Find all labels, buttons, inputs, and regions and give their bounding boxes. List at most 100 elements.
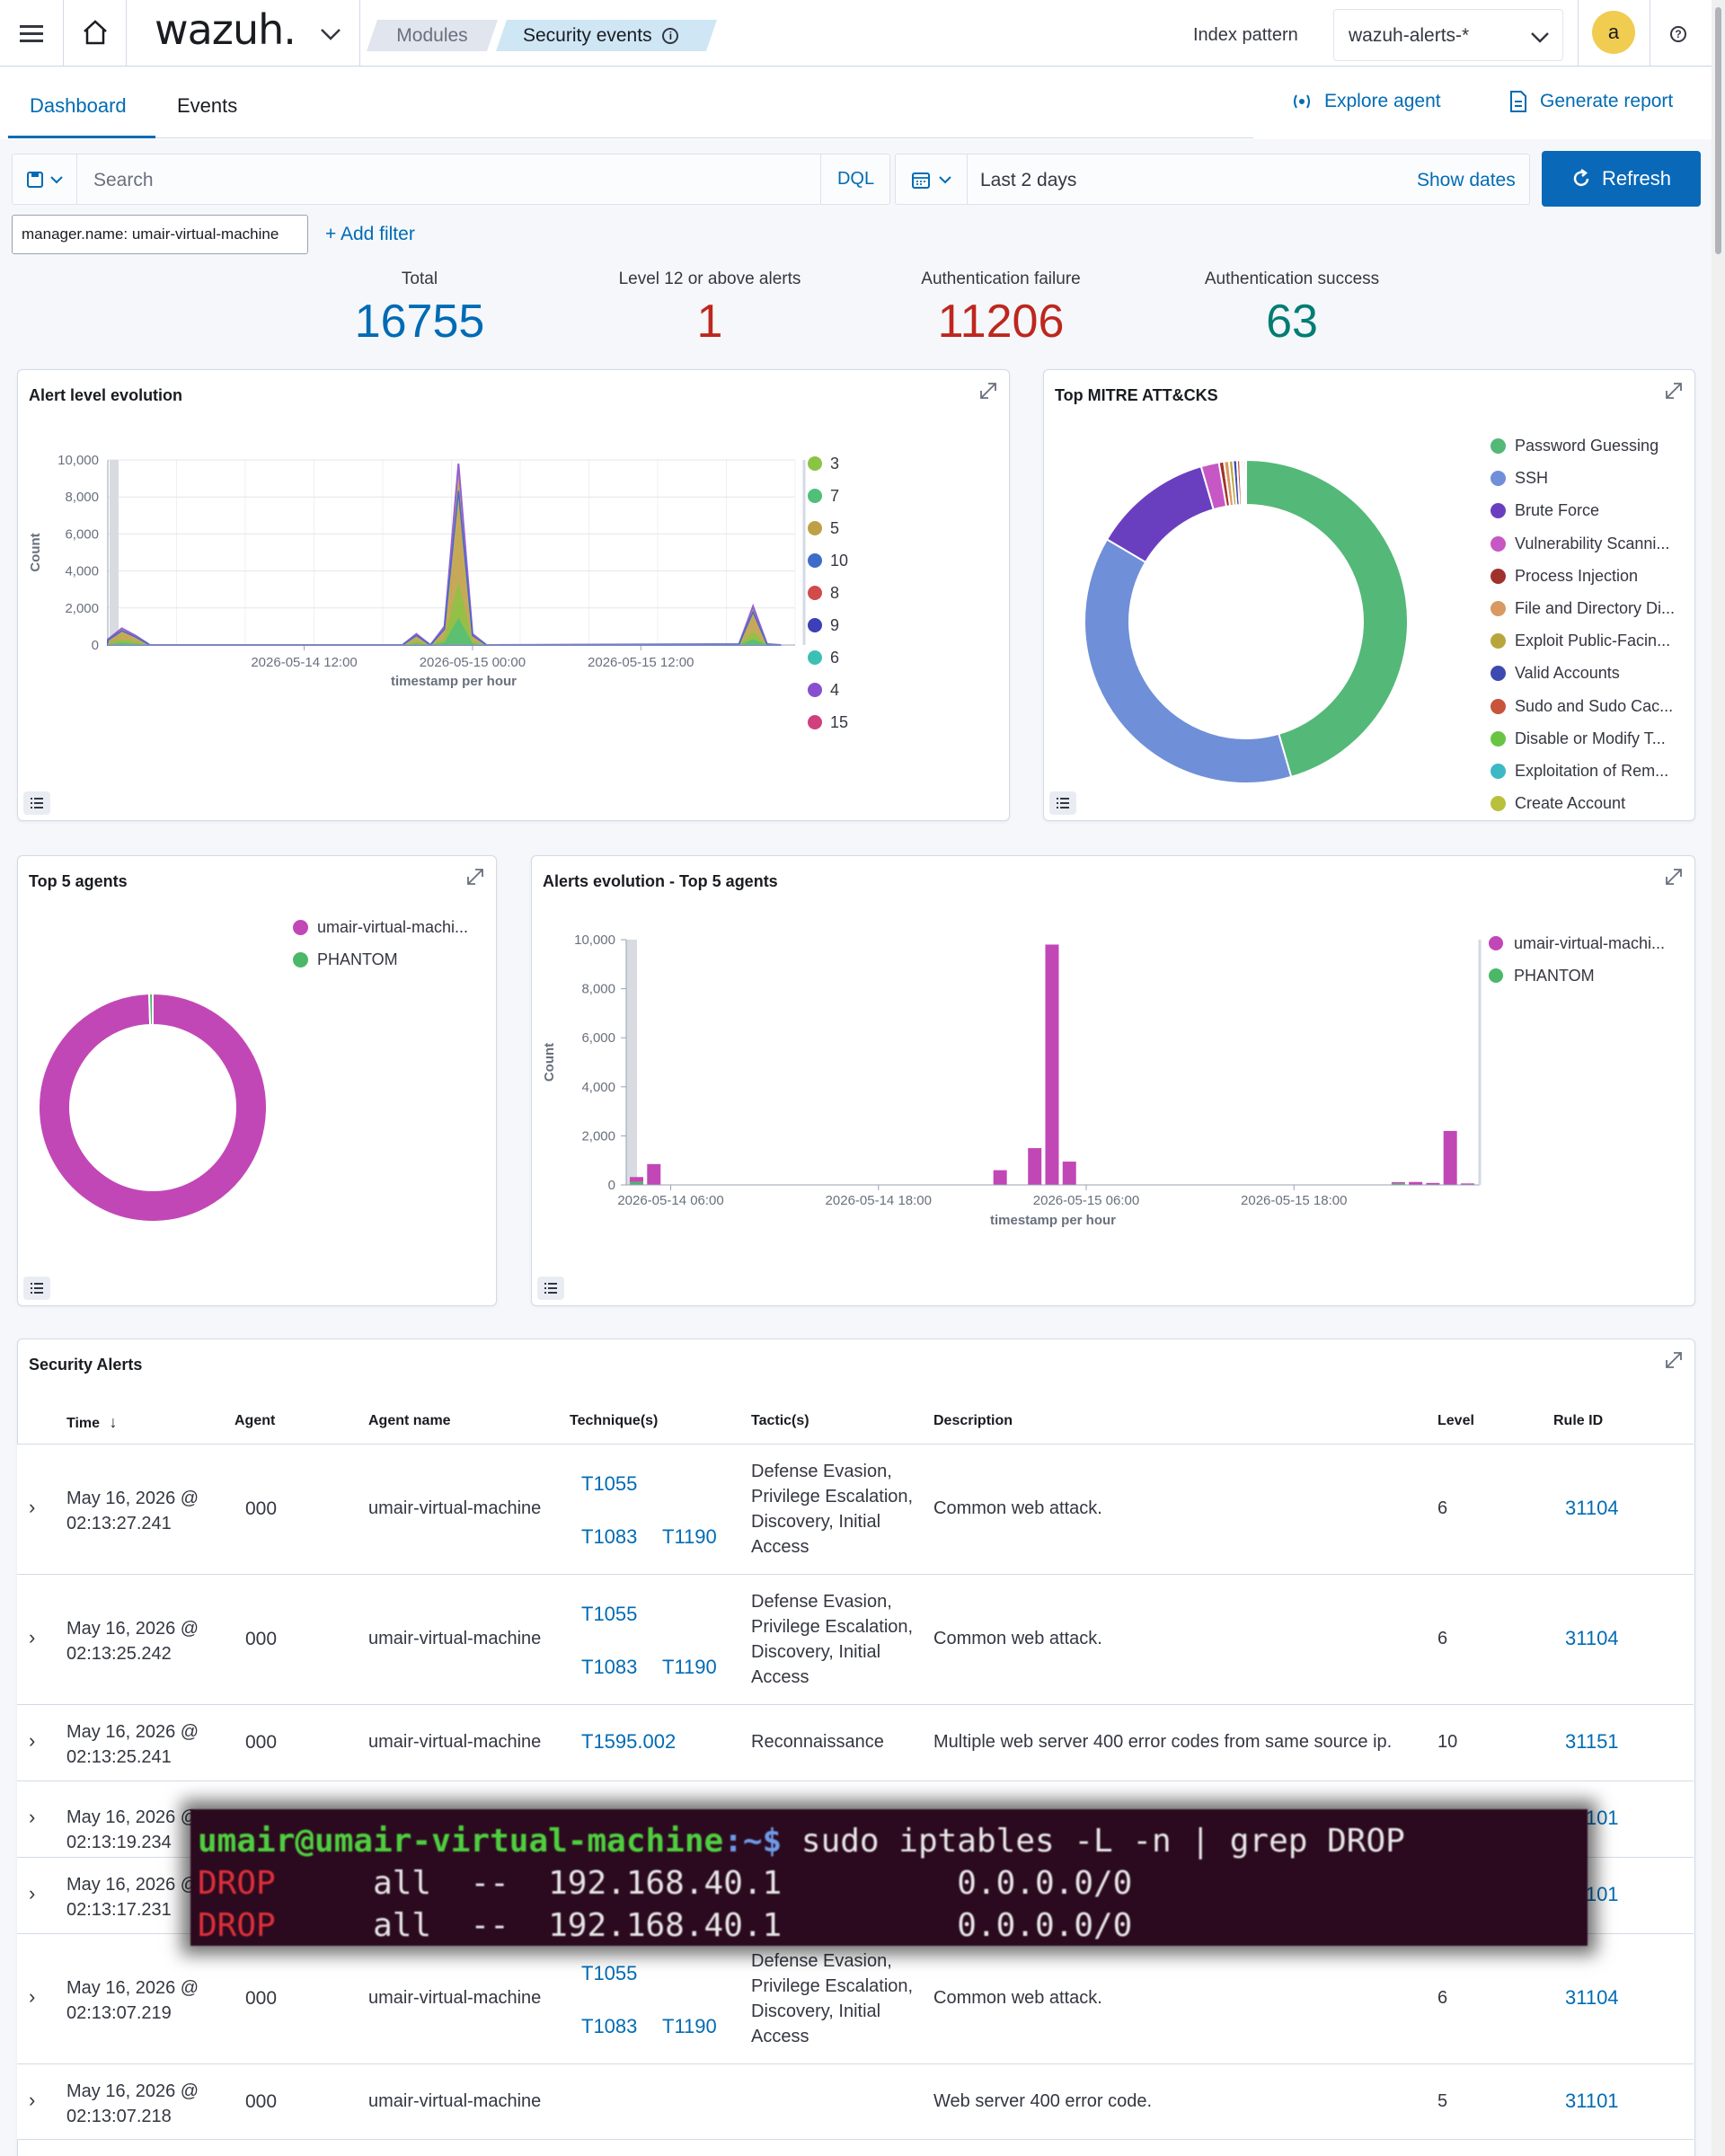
legend-item[interactable]: Exploit Public-Facin... xyxy=(1491,632,1686,650)
technique-link[interactable]: T1190 xyxy=(662,2015,717,2037)
table-row[interactable]: › May 16, 2026 @ 02:13:07.218 000 umair-v… xyxy=(17,2063,1694,2140)
logo-dropdown-button[interactable] xyxy=(314,18,347,50)
technique-link[interactable]: T1055 xyxy=(581,1603,638,1625)
refresh-button[interactable]: Refresh xyxy=(1542,151,1701,207)
tactic-line: Discovery, Initial xyxy=(751,1642,881,1662)
column-header-rule-id[interactable]: Rule ID xyxy=(1553,1413,1604,1428)
row-agent: 000 xyxy=(245,1988,278,2009)
time-clock: 02:13:07.219 xyxy=(66,2003,172,2023)
search-input[interactable]: Search xyxy=(93,170,154,190)
expand-icon[interactable] xyxy=(1664,867,1684,887)
menu-button[interactable] xyxy=(14,18,49,49)
legend-label: Valid Accounts xyxy=(1515,664,1620,683)
row-time: May 16, 2026 @ 02:13:27.241 xyxy=(66,1486,199,1536)
table-row[interactable]: › May 16, 2026 @ 02:13:27.241 000 umair-v… xyxy=(17,1444,1694,1574)
column-header-time[interactable]: Time ↓ xyxy=(66,1413,118,1432)
tab-dashboard[interactable]: Dashboard xyxy=(30,94,127,117)
terminal-command: sudo iptables -L -n | grep DROP xyxy=(782,1823,1405,1860)
chevron-down-icon xyxy=(938,175,951,183)
chevron-down-icon xyxy=(321,29,341,40)
legend-item[interactable]: Sudo and Sudo Cac... xyxy=(1491,697,1686,716)
page-scrollbar[interactable] xyxy=(1712,0,1725,2156)
legend-toggle-button[interactable] xyxy=(537,1277,564,1300)
help-button[interactable]: ? xyxy=(1666,22,1691,47)
technique-link[interactable]: T1083 xyxy=(581,1525,638,1548)
date-quick-menu-button[interactable] xyxy=(896,155,968,204)
legend-item[interactable]: File and Directory Di... xyxy=(1491,599,1686,618)
legend-item[interactable]: Vulnerability Scanni... xyxy=(1491,535,1686,553)
generate-report-button[interactable]: Generate report xyxy=(1509,91,1673,112)
breadcrumb-modules[interactable]: Modules xyxy=(367,20,498,51)
dql-button[interactable]: DQL xyxy=(820,155,890,204)
legend-toggle-button[interactable] xyxy=(1049,791,1076,815)
expand-icon[interactable] xyxy=(978,381,998,401)
filter-pill[interactable]: manager.name: umair-virtual-machine xyxy=(12,215,308,254)
column-header-agent[interactable]: Agent xyxy=(234,1413,276,1428)
table-row[interactable]: › May 16, 2026 @ 02:13:25.242 000 umair-v… xyxy=(17,1574,1694,1704)
tab-events[interactable]: Events xyxy=(177,94,238,117)
column-header-techniques[interactable]: Technique(s) xyxy=(570,1413,659,1428)
explore-agent-button[interactable]: Explore agent xyxy=(1290,91,1441,112)
x-tick-label: 2026-05-14 06:00 xyxy=(617,1193,723,1208)
info-icon[interactable]: i xyxy=(662,28,678,44)
column-header-level[interactable]: Level xyxy=(1438,1413,1474,1428)
legend-item[interactable]: umair-virtual-machi... xyxy=(293,918,482,937)
legend-label: umair-virtual-machi... xyxy=(317,918,469,936)
expand-icon[interactable] xyxy=(1664,381,1684,401)
expand-icon[interactable] xyxy=(465,867,485,887)
index-pattern-select[interactable]: wazuh-alerts-* xyxy=(1333,9,1563,61)
technique-link[interactable]: T1055 xyxy=(581,1962,638,1984)
scrollbar-thumb[interactable] xyxy=(1715,7,1721,254)
legend-item[interactable]: Valid Accounts xyxy=(1491,664,1686,683)
wazuh-logo[interactable]: wazuh. xyxy=(155,5,296,54)
expand-row-icon[interactable]: › xyxy=(29,2089,36,2111)
legend-item[interactable]: PHANTOM xyxy=(293,950,482,969)
table-row[interactable]: › May 16, 2026 @ 02:13:25.241 000 umair-v… xyxy=(17,1704,1694,1780)
expand-row-icon[interactable]: › xyxy=(29,1729,36,1752)
technique-link[interactable]: T1055 xyxy=(581,1472,638,1495)
column-header-description[interactable]: Description xyxy=(933,1413,1013,1428)
expand-icon[interactable] xyxy=(1664,1350,1684,1370)
column-header-agent-name[interactable]: Agent name xyxy=(368,1413,451,1428)
bar-umair xyxy=(630,1177,643,1182)
expand-row-icon[interactable]: › xyxy=(29,1806,36,1828)
legend-item[interactable]: Exploitation of Rem... xyxy=(1491,762,1686,781)
legend-label: 5 xyxy=(830,519,839,537)
show-dates-button[interactable]: Show dates xyxy=(1417,170,1516,190)
rule-id-link[interactable]: 31104 xyxy=(1565,1627,1619,1649)
legend-item[interactable]: Process Injection xyxy=(1491,567,1686,586)
bar-umair xyxy=(993,1170,1007,1185)
metric-value: 63 xyxy=(1266,296,1318,348)
legend-item[interactable]: Password Guessing xyxy=(1491,437,1686,455)
rule-id-link[interactable]: 31104 xyxy=(1565,1497,1619,1519)
rule-id-link[interactable]: 31101 xyxy=(1565,2090,1619,2112)
technique-link[interactable]: T1190 xyxy=(662,1656,717,1678)
expand-row-icon[interactable]: › xyxy=(29,1626,36,1648)
expand-row-icon[interactable]: › xyxy=(29,1985,36,2008)
technique-link[interactable]: T1083 xyxy=(581,1656,638,1678)
technique-link[interactable]: T1083 xyxy=(581,2015,638,2037)
technique-link[interactable]: T1595.002 xyxy=(581,1730,677,1753)
rule-id-link[interactable]: 31104 xyxy=(1565,1986,1619,2009)
panel-title: Top 5 agents xyxy=(29,872,128,890)
technique-link[interactable]: T1190 xyxy=(662,1525,717,1548)
rule-id-link[interactable]: 31151 xyxy=(1565,1730,1619,1753)
saved-query-button[interactable] xyxy=(13,155,77,204)
legend-item[interactable]: Disable or Modify T... xyxy=(1491,729,1686,748)
home-button[interactable] xyxy=(77,14,113,50)
table-row[interactable]: › May 16, 2026 @ 02:13:07.219 000 umair-v… xyxy=(17,1933,1694,2063)
expand-row-icon[interactable]: › xyxy=(29,1882,36,1904)
y-tick-label: 6,000 xyxy=(581,1030,615,1046)
legend-item[interactable]: Create Account xyxy=(1491,794,1686,813)
legend-toggle-button[interactable] xyxy=(23,1277,50,1300)
terminal-target: DROP xyxy=(198,1907,276,1944)
tactic-line: Discovery, Initial xyxy=(751,2001,881,2021)
expand-row-icon[interactable]: › xyxy=(29,1496,36,1518)
legend-toggle-button[interactable] xyxy=(23,791,50,815)
add-filter-button[interactable]: + Add filter xyxy=(325,224,415,244)
legend-item[interactable]: SSH xyxy=(1491,469,1686,488)
bar-umair xyxy=(1062,1162,1076,1185)
user-avatar[interactable]: a xyxy=(1592,11,1635,54)
legend-item[interactable]: Brute Force xyxy=(1491,501,1686,520)
column-header-tactics[interactable]: Tactic(s) xyxy=(751,1413,809,1428)
